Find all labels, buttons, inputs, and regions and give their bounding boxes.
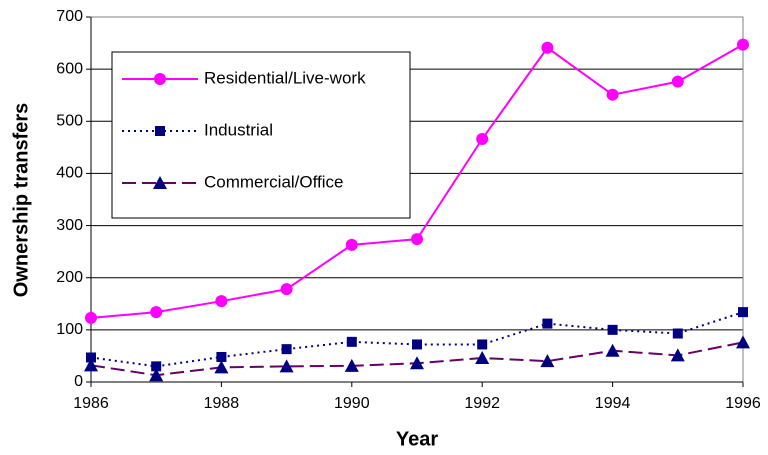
- marker: [541, 41, 554, 54]
- marker: [215, 295, 228, 308]
- marker: [86, 352, 96, 363]
- marker: [412, 339, 422, 350]
- legend-label: Industrial: [204, 120, 273, 139]
- legend-marker: [154, 73, 166, 85]
- marker: [475, 351, 490, 365]
- marker: [670, 348, 685, 362]
- x-tick-label: 1990: [334, 395, 370, 412]
- marker: [280, 283, 293, 296]
- y-axis-title: Ownership transfers: [10, 103, 32, 298]
- x-tick-label: 1986: [73, 395, 109, 412]
- marker: [279, 359, 294, 373]
- x-axis-title: Year: [396, 428, 438, 450]
- marker: [540, 354, 555, 368]
- marker: [344, 358, 359, 372]
- marker: [671, 75, 684, 88]
- y-tick-label: 300: [56, 217, 83, 234]
- legend-marker: [153, 176, 167, 189]
- legend-label: Residential/Live-work: [204, 68, 366, 87]
- x-tick-label: 1996: [725, 395, 761, 412]
- marker: [149, 368, 164, 382]
- x-tick-label: 1988: [204, 395, 240, 412]
- y-tick-label: 400: [56, 165, 83, 182]
- marker: [605, 343, 620, 357]
- y-tick-label: 700: [56, 8, 83, 25]
- marker: [606, 88, 619, 101]
- x-tick-label: 1992: [464, 395, 500, 412]
- y-tick-label: 0: [74, 373, 83, 390]
- marker: [607, 324, 618, 335]
- marker: [476, 133, 489, 146]
- marker: [477, 339, 488, 350]
- marker: [738, 307, 748, 318]
- marker: [150, 306, 163, 319]
- marker: [151, 361, 162, 372]
- legend-label: Commercial/Office: [204, 172, 344, 191]
- y-tick-label: 200: [56, 269, 83, 286]
- marker: [214, 360, 229, 374]
- marker: [84, 358, 98, 372]
- marker: [85, 311, 97, 324]
- marker: [281, 344, 292, 355]
- marker: [736, 335, 750, 349]
- legend-marker: [155, 126, 165, 136]
- marker: [410, 356, 424, 370]
- x-tick-label: 1994: [595, 395, 631, 412]
- marker: [345, 238, 358, 251]
- y-tick-label: 100: [56, 321, 83, 338]
- marker: [346, 336, 357, 347]
- marker: [672, 328, 683, 339]
- y-tick-label: 600: [56, 60, 83, 77]
- marker: [411, 233, 423, 246]
- marker: [737, 38, 749, 51]
- y-tick-label: 500: [56, 113, 83, 130]
- series-line: [90, 311, 744, 368]
- marker: [216, 351, 227, 362]
- marker: [542, 318, 553, 329]
